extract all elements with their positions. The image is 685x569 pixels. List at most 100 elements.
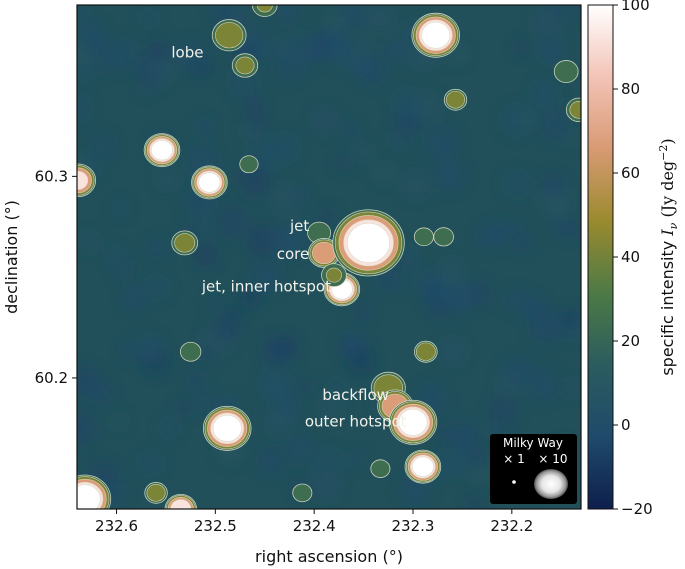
source-contour bbox=[325, 267, 342, 283]
noise-blob bbox=[531, 6, 562, 38]
noise-blob bbox=[91, 134, 116, 158]
x-tick-label: 232.6 bbox=[95, 517, 138, 535]
colorbar-gradient bbox=[587, 4, 614, 510]
colorbar-label-units-close: ) bbox=[658, 138, 677, 144]
colorbar-tick-label: 40 bbox=[621, 248, 640, 266]
noise-blob bbox=[175, 399, 193, 417]
noise-blob bbox=[530, 83, 560, 113]
noise-blob bbox=[332, 40, 363, 70]
noise-blob bbox=[487, 397, 518, 428]
inset-label-x10: × 10 bbox=[538, 452, 567, 466]
noise-blob bbox=[476, 224, 501, 250]
source-contour bbox=[569, 101, 581, 119]
radio-sources bbox=[77, 5, 581, 509]
noise-blob bbox=[502, 170, 531, 198]
y-tick-label: 60.2 bbox=[35, 369, 68, 387]
radio-source bbox=[211, 19, 247, 52]
noise-blob bbox=[341, 122, 359, 140]
noise-blob bbox=[504, 289, 529, 313]
noise-blob bbox=[373, 162, 395, 184]
noise-blob bbox=[446, 420, 481, 455]
radio-source bbox=[144, 482, 168, 504]
radio-source bbox=[404, 449, 442, 484]
noise-blob bbox=[138, 451, 164, 476]
noise-blob bbox=[191, 195, 216, 220]
source-contour bbox=[235, 56, 255, 75]
source-contour bbox=[212, 414, 242, 442]
colorbar-tick-label: 20 bbox=[621, 332, 640, 350]
x-axis-label: right ascension (°) bbox=[255, 547, 403, 566]
noise-blob bbox=[88, 379, 113, 404]
noise-blob bbox=[444, 284, 475, 314]
noise-blob bbox=[194, 389, 214, 409]
radio-source bbox=[180, 341, 202, 362]
noise-blob bbox=[199, 344, 216, 362]
noise-blob bbox=[130, 55, 149, 74]
noise-blob bbox=[347, 450, 364, 467]
x-tick-label: 232.5 bbox=[194, 517, 237, 535]
source-contour bbox=[215, 22, 244, 49]
source-contour bbox=[398, 408, 428, 436]
radio-source bbox=[231, 53, 259, 78]
radio-source bbox=[553, 60, 579, 83]
radio-source bbox=[321, 263, 347, 288]
source-contour bbox=[346, 222, 391, 263]
noise-blob bbox=[173, 40, 206, 72]
colorbar-tick-label: 100 bbox=[621, 0, 650, 14]
noise-blob bbox=[439, 345, 457, 362]
source-contour bbox=[411, 456, 434, 477]
noise-blob bbox=[470, 464, 489, 484]
source-contour bbox=[146, 484, 166, 502]
annotation-label: core bbox=[277, 245, 310, 263]
noise-blob bbox=[320, 396, 343, 419]
milky-way-inset: Milky Way × 1 × 10 bbox=[490, 434, 577, 504]
noise-blob bbox=[564, 379, 581, 398]
noise-blob bbox=[565, 130, 581, 146]
y-axis-label: declination (°) bbox=[2, 200, 21, 314]
noise-blob bbox=[260, 336, 290, 366]
noise-blob bbox=[271, 5, 301, 24]
noise-blob bbox=[259, 368, 290, 399]
noise-blob bbox=[251, 261, 284, 294]
noise-blob bbox=[433, 158, 466, 192]
noise-blob bbox=[111, 413, 127, 429]
noise-blob bbox=[392, 87, 422, 118]
noise-blob bbox=[338, 333, 364, 359]
noise-blob bbox=[513, 232, 532, 252]
noise-blob bbox=[402, 244, 419, 261]
noise-blob bbox=[121, 283, 149, 311]
milky-way-large-marker bbox=[534, 469, 568, 499]
noise-blob bbox=[159, 60, 174, 75]
noise-blob bbox=[112, 200, 129, 217]
annotation-label: jet, inner hotspot bbox=[201, 277, 331, 295]
noise-blob bbox=[79, 232, 100, 252]
noise-blob bbox=[217, 205, 250, 238]
noise-blob bbox=[273, 49, 306, 82]
noise-blob bbox=[267, 225, 301, 259]
noise-blob bbox=[159, 418, 180, 439]
radio-source bbox=[292, 483, 313, 503]
radio-source bbox=[370, 459, 391, 478]
noise-blob bbox=[545, 196, 570, 221]
x-tick-label: 232.2 bbox=[490, 517, 533, 535]
source-contour bbox=[413, 227, 434, 247]
noise-blob bbox=[529, 309, 563, 343]
radio-source bbox=[307, 238, 341, 268]
colorbar-tick-label: −20 bbox=[621, 500, 653, 518]
source-contour bbox=[312, 241, 337, 265]
noise-blob bbox=[269, 408, 292, 432]
noise-blob bbox=[383, 39, 407, 63]
noise-blob bbox=[339, 5, 369, 29]
noise-blob bbox=[240, 286, 261, 308]
source-contour bbox=[370, 459, 391, 478]
colorbar-label-prefix: specific intensity bbox=[658, 236, 677, 376]
annotation-label: lobe bbox=[171, 43, 203, 61]
radio-source bbox=[388, 399, 438, 445]
noise-blob bbox=[317, 207, 337, 226]
noise-blob bbox=[208, 5, 232, 17]
radio-source bbox=[164, 493, 197, 509]
noise-blob bbox=[504, 219, 521, 236]
colorbar-label-symbol: I bbox=[658, 229, 677, 237]
noise-blob bbox=[537, 36, 564, 64]
